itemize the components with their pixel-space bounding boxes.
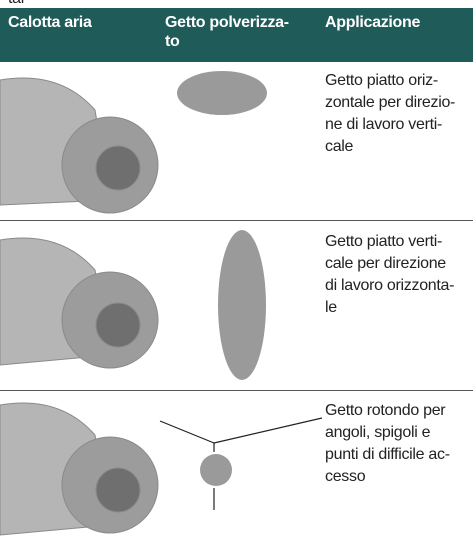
- header-cell: Calotta aria: [8, 14, 92, 31]
- header-cell: Getto polverizza-: [165, 14, 289, 31]
- table-header: [0, 8, 473, 62]
- header-cell: to: [165, 33, 180, 50]
- application-text: Getto rotondo per: [325, 402, 446, 419]
- row-separator: [0, 220, 473, 221]
- application-text: angoli, spigoli e: [325, 424, 431, 441]
- application-text: Getto piatto oriz-: [325, 72, 438, 89]
- application-text: Getto piatto verti-: [325, 233, 443, 250]
- application-text: cale: [325, 138, 354, 155]
- application-text: di lavoro orizzonta-: [325, 277, 455, 294]
- spray-flat-vertical: [218, 230, 266, 380]
- tool-image: [0, 77, 159, 214]
- application-text: ne di lavoro verti-: [325, 116, 443, 133]
- application-text: zontale per direzio-: [325, 94, 456, 111]
- application-text: cesso: [325, 468, 366, 485]
- tool-images: [0, 77, 159, 536]
- spray-round: [159, 417, 323, 510]
- row-separator: [0, 390, 473, 391]
- tool-image: [0, 237, 159, 369]
- spray-flat-horizontal: [177, 71, 267, 115]
- application-text: le: [325, 299, 337, 316]
- header-cell: Applicazione: [325, 14, 421, 31]
- tool-image: [0, 402, 159, 536]
- cut-text: tal: [8, 0, 24, 10]
- application-text: cale per direzione: [325, 255, 446, 272]
- application-text: punti di difficile ac-: [325, 446, 450, 463]
